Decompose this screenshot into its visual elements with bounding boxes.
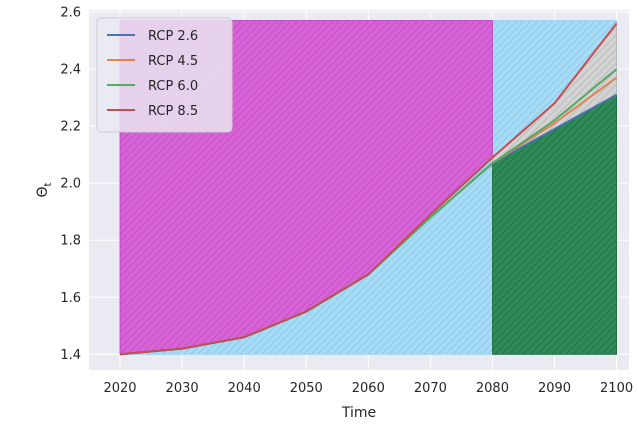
x-tick-label: 2090 <box>538 381 571 396</box>
y-tick-label: 1.4 <box>60 348 81 363</box>
y-tick-label: 1.8 <box>60 234 81 249</box>
x-tick-label: 2070 <box>414 381 447 396</box>
x-tick-label: 2020 <box>103 381 136 396</box>
y-axis-label: Θt <box>35 182 54 197</box>
x-axis-label: Time <box>341 405 376 421</box>
legend-box <box>96 17 233 133</box>
legend-label: RCP 4.5 <box>148 54 198 69</box>
y-tick-labels: 1.4 1.6 1.8 2.0 2.2 2.4 2.6 <box>60 5 81 362</box>
shaded-regions <box>119 20 617 355</box>
y-tick-label: 2.6 <box>60 5 81 20</box>
y-axis-label-subscript: t <box>43 182 54 186</box>
y-tick-label: 1.6 <box>60 291 81 306</box>
y-tick-label: 2.0 <box>60 177 81 192</box>
legend-label: RCP 2.6 <box>148 29 198 44</box>
x-tick-label: 2080 <box>476 381 509 396</box>
y-tick-label: 2.2 <box>60 120 81 135</box>
x-tick-label: 2040 <box>228 381 261 396</box>
legend-label: RCP 8.5 <box>148 104 198 119</box>
legend-label: RCP 6.0 <box>148 79 198 94</box>
x-tick-label: 2050 <box>290 381 323 396</box>
legend: RCP 2.6 RCP 4.5 RCP 6.0 RCP 8.5 <box>96 17 233 133</box>
series-line-rcp-8-5 <box>119 22 618 356</box>
x-tick-label: 2030 <box>166 381 199 396</box>
x-tick-labels: 2020 2030 2040 2050 2060 2070 2080 2090 2100 <box>103 381 633 396</box>
y-axis-label-main: Θ <box>35 186 51 197</box>
x-tick-label: 2100 <box>600 381 633 396</box>
y-tick-label: 2.4 <box>60 63 81 78</box>
svg-text:Θt: Θt <box>35 182 54 197</box>
x-tick-label: 2060 <box>352 381 385 396</box>
series-lines <box>119 22 618 356</box>
